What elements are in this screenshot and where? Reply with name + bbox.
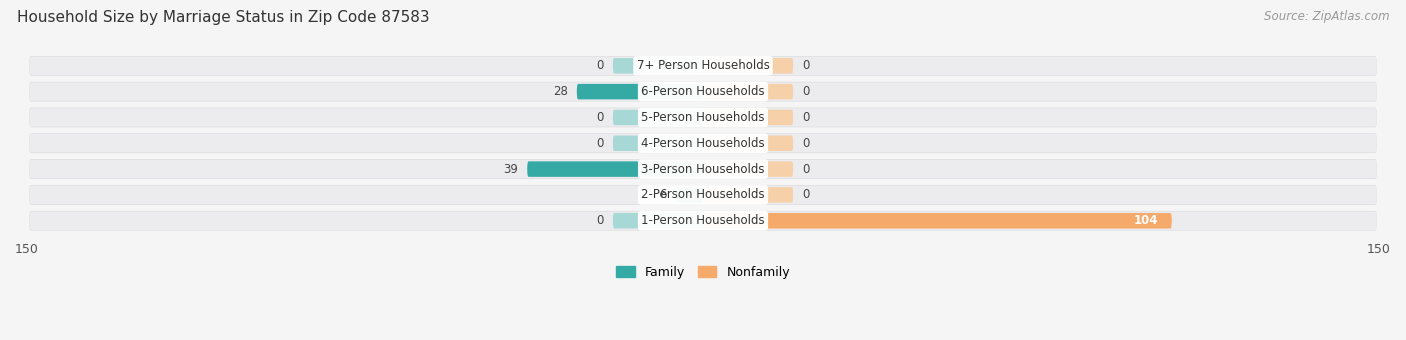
- FancyBboxPatch shape: [30, 82, 1376, 101]
- Text: 0: 0: [803, 188, 810, 201]
- Text: 4-Person Households: 4-Person Households: [641, 137, 765, 150]
- FancyBboxPatch shape: [703, 213, 1171, 228]
- Text: 0: 0: [803, 111, 810, 124]
- FancyBboxPatch shape: [703, 110, 793, 125]
- Text: 5-Person Households: 5-Person Households: [641, 111, 765, 124]
- Text: 28: 28: [553, 85, 568, 98]
- Legend: Family, Nonfamily: Family, Nonfamily: [612, 261, 794, 284]
- FancyBboxPatch shape: [30, 186, 1376, 204]
- FancyBboxPatch shape: [613, 213, 703, 228]
- Text: 0: 0: [596, 59, 603, 72]
- Text: 1-Person Households: 1-Person Households: [641, 214, 765, 227]
- Text: 6: 6: [659, 188, 666, 201]
- Text: 0: 0: [803, 137, 810, 150]
- FancyBboxPatch shape: [576, 84, 703, 99]
- Text: 0: 0: [803, 163, 810, 175]
- FancyBboxPatch shape: [30, 159, 1376, 179]
- Text: 0: 0: [803, 59, 810, 72]
- FancyBboxPatch shape: [30, 211, 1376, 230]
- Text: 0: 0: [596, 214, 603, 227]
- FancyBboxPatch shape: [676, 187, 703, 203]
- FancyBboxPatch shape: [703, 136, 793, 151]
- Text: 39: 39: [503, 163, 519, 175]
- Text: 6-Person Households: 6-Person Households: [641, 85, 765, 98]
- FancyBboxPatch shape: [30, 108, 1376, 127]
- Text: Source: ZipAtlas.com: Source: ZipAtlas.com: [1264, 10, 1389, 23]
- Text: 104: 104: [1133, 214, 1159, 227]
- FancyBboxPatch shape: [703, 58, 793, 73]
- FancyBboxPatch shape: [30, 56, 1376, 75]
- FancyBboxPatch shape: [703, 84, 793, 99]
- Text: 3-Person Households: 3-Person Households: [641, 163, 765, 175]
- FancyBboxPatch shape: [30, 185, 1376, 205]
- FancyBboxPatch shape: [30, 211, 1376, 231]
- Text: 0: 0: [596, 137, 603, 150]
- FancyBboxPatch shape: [30, 82, 1376, 101]
- FancyBboxPatch shape: [30, 134, 1376, 153]
- FancyBboxPatch shape: [30, 160, 1376, 178]
- FancyBboxPatch shape: [613, 58, 703, 73]
- FancyBboxPatch shape: [703, 187, 793, 203]
- FancyBboxPatch shape: [30, 108, 1376, 127]
- FancyBboxPatch shape: [613, 110, 703, 125]
- Text: 0: 0: [803, 85, 810, 98]
- FancyBboxPatch shape: [703, 162, 793, 177]
- Text: 0: 0: [596, 111, 603, 124]
- FancyBboxPatch shape: [527, 162, 703, 177]
- Text: Household Size by Marriage Status in Zip Code 87583: Household Size by Marriage Status in Zip…: [17, 10, 429, 25]
- FancyBboxPatch shape: [30, 134, 1376, 153]
- Text: 7+ Person Households: 7+ Person Households: [637, 59, 769, 72]
- FancyBboxPatch shape: [613, 136, 703, 151]
- Text: 2-Person Households: 2-Person Households: [641, 188, 765, 201]
- FancyBboxPatch shape: [30, 56, 1376, 75]
